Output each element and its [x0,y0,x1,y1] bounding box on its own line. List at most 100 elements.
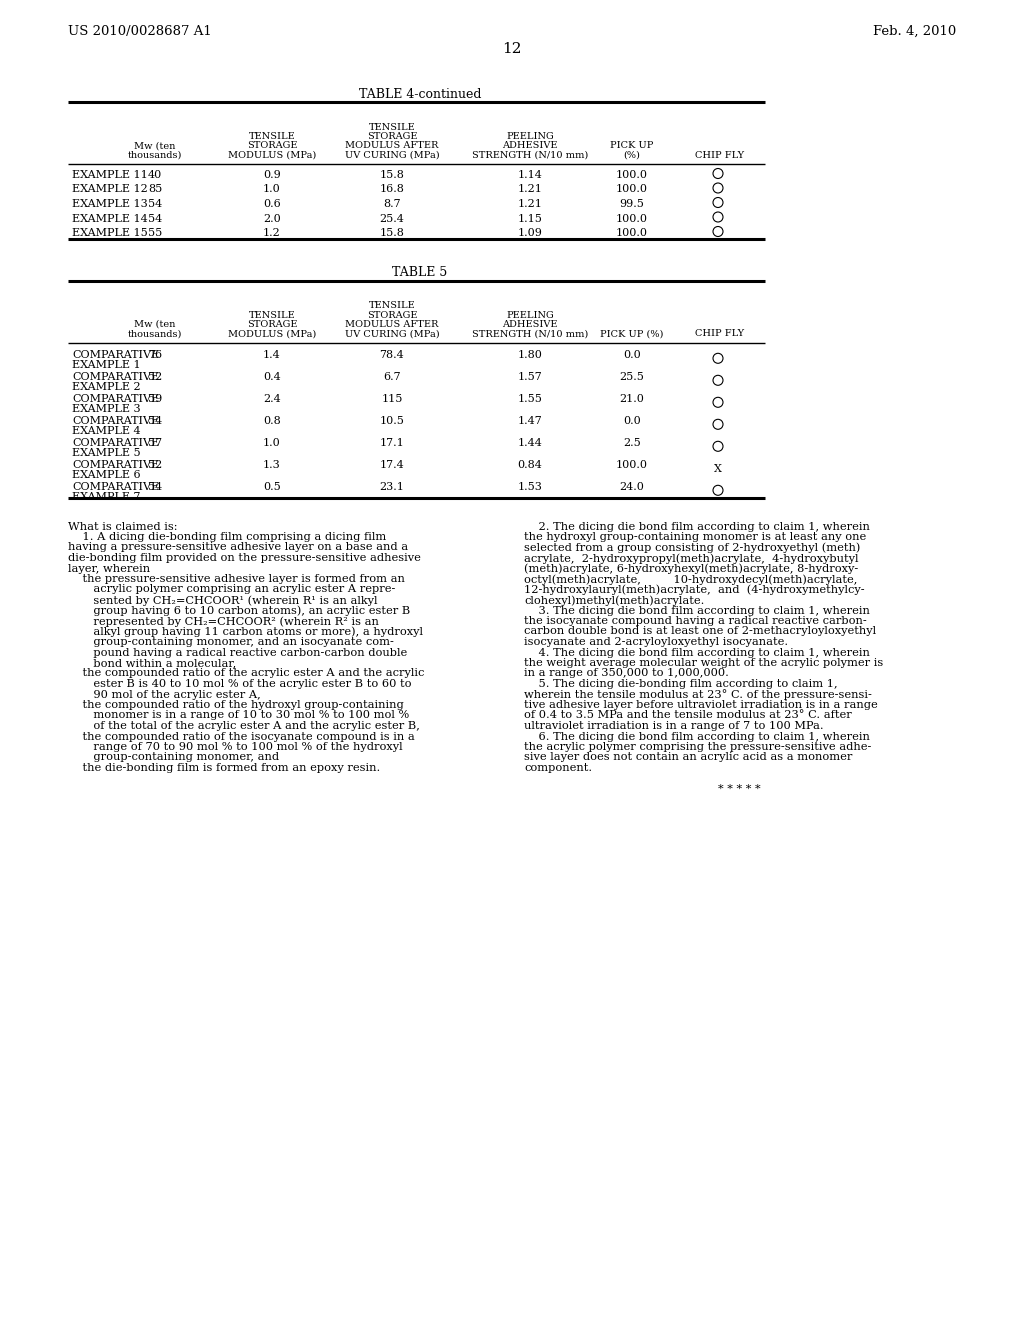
Text: COMPARATIVE: COMPARATIVE [72,416,159,425]
Text: monomer is in a range of 10 to 30 mol % to 100 mol %: monomer is in a range of 10 to 30 mol % … [68,710,410,721]
Text: COMPARATIVE: COMPARATIVE [72,371,159,381]
Text: STRENGTH (N/10 mm): STRENGTH (N/10 mm) [472,150,588,160]
Text: 1. A dicing die-bonding film comprising a dicing film: 1. A dicing die-bonding film comprising … [68,532,386,543]
Text: 57: 57 [147,437,162,447]
Text: 1.09: 1.09 [517,228,543,238]
Text: What is claimed is:: What is claimed is: [68,521,177,532]
Text: COMPARATIVE: COMPARATIVE [72,482,159,491]
Text: the weight average molecular weight of the acrylic polymer is: the weight average molecular weight of t… [524,657,884,668]
Text: 1.15: 1.15 [517,214,543,223]
Text: STRENGTH (N/10 mm): STRENGTH (N/10 mm) [472,330,588,338]
Text: 0.5: 0.5 [263,482,281,491]
Text: Mw (ten: Mw (ten [134,319,176,329]
Text: EXAMPLE 11: EXAMPLE 11 [72,170,147,180]
Text: 76: 76 [147,350,162,359]
Text: 12: 12 [502,42,522,55]
Text: isocyanate and 2-acryloyloxyethyl isocyanate.: isocyanate and 2-acryloyloxyethyl isocya… [524,638,788,647]
Text: 0.9: 0.9 [263,170,281,180]
Text: 100.0: 100.0 [616,459,648,470]
Text: 1.55: 1.55 [517,393,543,404]
Text: octyl(meth)acrylate,         10-hydroxydecyl(meth)acrylate,: octyl(meth)acrylate, 10-hydroxydecyl(met… [524,574,857,585]
Text: EXAMPLE 7: EXAMPLE 7 [72,492,140,503]
Text: the acrylic polymer comprising the pressure-sensitive adhe-: the acrylic polymer comprising the press… [524,742,871,752]
Text: of the total of the acrylic ester A and the acrylic ester B,: of the total of the acrylic ester A and … [68,721,420,731]
Text: 24.0: 24.0 [620,482,644,491]
Text: 1.80: 1.80 [517,350,543,359]
Text: 59: 59 [147,393,162,404]
Text: 5. The dicing die-bonding film according to claim 1,: 5. The dicing die-bonding film according… [524,678,838,689]
Text: EXAMPLE 14: EXAMPLE 14 [72,214,147,223]
Text: 100.0: 100.0 [616,185,648,194]
Text: EXAMPLE 12: EXAMPLE 12 [72,185,147,194]
Text: COMPARATIVE: COMPARATIVE [72,459,159,470]
Text: 100.0: 100.0 [616,170,648,180]
Text: 15.8: 15.8 [380,228,404,238]
Text: of 0.4 to 3.5 MPa and the tensile modulus at 23° C. after: of 0.4 to 3.5 MPa and the tensile modulu… [524,710,852,721]
Text: 2.0: 2.0 [263,214,281,223]
Text: 8.7: 8.7 [383,199,400,209]
Text: alkyl group having 11 carbon atoms or more), a hydroxyl: alkyl group having 11 carbon atoms or mo… [68,627,423,638]
Text: CHIP FLY: CHIP FLY [695,330,744,338]
Text: 21.0: 21.0 [620,393,644,404]
Text: EXAMPLE 3: EXAMPLE 3 [72,404,140,414]
Text: 100.0: 100.0 [616,228,648,238]
Text: 0.0: 0.0 [624,350,641,359]
Text: 3. The dicing die bond film according to claim 1, wherein: 3. The dicing die bond film according to… [524,606,869,615]
Text: (%): (%) [624,150,640,160]
Text: pound having a radical reactive carbon-carbon double: pound having a radical reactive carbon-c… [68,648,408,657]
Text: 40: 40 [147,170,162,180]
Text: PICK UP (%): PICK UP (%) [600,330,664,338]
Text: sive layer does not contain an acrylic acid as a monomer: sive layer does not contain an acrylic a… [524,752,852,763]
Text: the compounded ratio of the hydroxyl group-containing: the compounded ratio of the hydroxyl gro… [68,700,403,710]
Text: COMPARATIVE: COMPARATIVE [72,437,159,447]
Text: TABLE 4-continued: TABLE 4-continued [358,88,481,102]
Text: having a pressure-sensitive adhesive layer on a base and a: having a pressure-sensitive adhesive lay… [68,543,409,553]
Text: tive adhesive layer before ultraviolet irradiation is in a range: tive adhesive layer before ultraviolet i… [524,700,878,710]
Text: 1.3: 1.3 [263,459,281,470]
Text: UV CURING (MPa): UV CURING (MPa) [345,330,439,338]
Text: clohexyl)methyl(meth)acrylate.: clohexyl)methyl(meth)acrylate. [524,595,705,606]
Text: 54: 54 [147,214,162,223]
Text: Feb. 4, 2010: Feb. 4, 2010 [872,25,956,38]
Text: ADHESIVE: ADHESIVE [502,141,558,150]
Text: the hydroxyl group-containing monomer is at least any one: the hydroxyl group-containing monomer is… [524,532,866,543]
Text: 1.4: 1.4 [263,350,281,359]
Text: EXAMPLE 15: EXAMPLE 15 [72,228,147,238]
Text: 100.0: 100.0 [616,214,648,223]
Text: 85: 85 [147,185,162,194]
Text: 52: 52 [147,371,162,381]
Text: STORAGE: STORAGE [367,132,417,141]
Text: 1.2: 1.2 [263,228,281,238]
Text: bond within a molecular,: bond within a molecular, [68,657,237,668]
Text: 0.0: 0.0 [624,416,641,425]
Text: TENSILE: TENSILE [249,132,295,141]
Text: 0.84: 0.84 [517,459,543,470]
Text: COMPARATIVE: COMPARATIVE [72,393,159,404]
Text: STORAGE: STORAGE [247,319,297,329]
Text: 17.1: 17.1 [380,437,404,447]
Text: 2. The dicing die bond film according to claim 1, wherein: 2. The dicing die bond film according to… [524,521,869,532]
Text: 1.0: 1.0 [263,437,281,447]
Text: 78.4: 78.4 [380,350,404,359]
Text: 54: 54 [147,416,162,425]
Text: 52: 52 [147,459,162,470]
Text: 2.5: 2.5 [624,437,641,447]
Text: 12-hydroxylauryl(meth)acrylate,  and  (4-hydroxymethylcy-: 12-hydroxylauryl(meth)acrylate, and (4-h… [524,585,864,595]
Text: EXAMPLE 1: EXAMPLE 1 [72,360,140,371]
Text: 99.5: 99.5 [620,199,644,209]
Text: 1.44: 1.44 [517,437,543,447]
Text: 1.53: 1.53 [517,482,543,491]
Text: EXAMPLE 5: EXAMPLE 5 [72,449,140,458]
Text: PEELING: PEELING [506,310,554,319]
Text: thousands): thousands) [128,150,182,160]
Text: EXAMPLE 2: EXAMPLE 2 [72,383,140,392]
Text: ADHESIVE: ADHESIVE [502,319,558,329]
Text: component.: component. [524,763,592,774]
Text: MODULUS AFTER: MODULUS AFTER [345,319,438,329]
Text: * * * * *: * * * * * [718,784,760,795]
Text: the die-bonding film is formed from an epoxy resin.: the die-bonding film is formed from an e… [68,763,380,774]
Text: the compounded ratio of the acrylic ester A and the acrylic: the compounded ratio of the acrylic este… [68,668,424,678]
Text: STORAGE: STORAGE [367,310,417,319]
Text: PEELING: PEELING [506,132,554,141]
Text: die-bonding film provided on the pressure-sensitive adhesive: die-bonding film provided on the pressur… [68,553,421,564]
